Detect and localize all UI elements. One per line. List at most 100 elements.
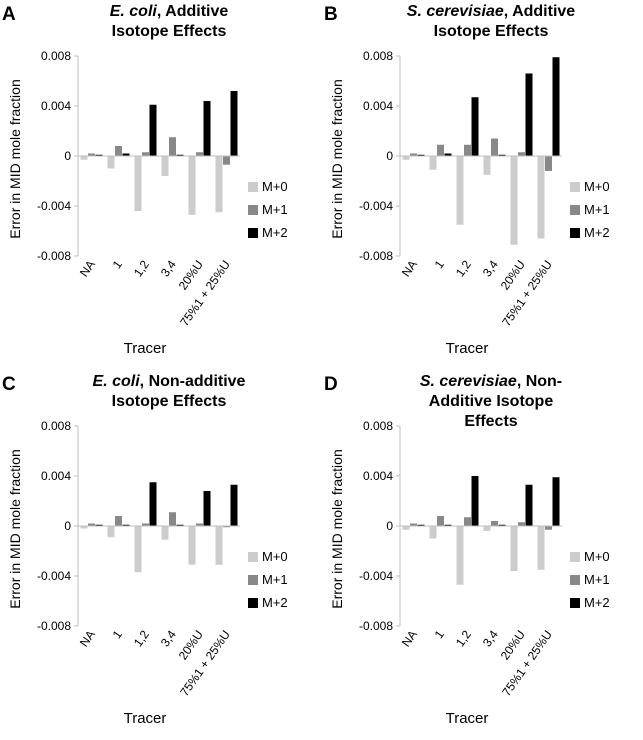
x-tick-label: 1: [110, 257, 125, 271]
title-rest: , Additive Isotope Effects: [433, 3, 576, 40]
title-species: E. coli: [92, 373, 140, 390]
x-tick-label: 1,2: [453, 627, 474, 649]
chart-title: S. cerevisiae, Non-Additive Isotope Effe…: [406, 372, 576, 432]
legend-label-m0: M+0: [262, 549, 288, 564]
bar-m1-1: [115, 516, 122, 526]
bar-m0-2: [134, 526, 142, 573]
bar-m2-2: [471, 476, 479, 526]
x-tick-label: 3,4: [158, 257, 179, 279]
bar-m2-2: [471, 97, 479, 156]
x-tick-label: 1: [110, 627, 125, 641]
bar-m1-5: [223, 156, 230, 165]
legend-swatch-m1: [570, 575, 580, 585]
x-axis-label: Tracer: [123, 340, 167, 357]
chart-title: S. cerevisiae, Additive Isotope Effects: [406, 2, 576, 42]
y-tick-label: -0.008: [37, 619, 71, 633]
bar-m2-3: [176, 154, 184, 156]
bar-m0-2: [456, 156, 464, 225]
bar-m0-5: [537, 156, 545, 239]
bar-m1-0: [410, 523, 417, 526]
title-species: S. cerevisiae: [406, 3, 504, 20]
panel-c: C E. coli, Non-additive Isotope Effects …: [0, 370, 321, 740]
bar-m1-1: [437, 516, 444, 526]
bar-m0-4: [188, 156, 196, 215]
bar-m1-3: [491, 138, 498, 156]
panel-b: B S. cerevisiae, Additive Isotope Effect…: [322, 0, 643, 370]
bar-m0-0: [80, 526, 88, 529]
bar-m2-0: [95, 524, 103, 526]
bar-m0-0: [402, 526, 410, 530]
bar-m0-3: [483, 526, 491, 531]
legend-swatch-m2: [570, 598, 580, 608]
x-tick-label: 1: [432, 627, 447, 641]
panel-letter: B: [324, 4, 338, 25]
bar-m1-3: [169, 512, 176, 526]
panel-a: A E. coli, Additive Isotope Effects Erro…: [0, 0, 321, 370]
x-tick-label: 1,2: [131, 257, 152, 279]
legend-swatch-m2: [248, 598, 258, 608]
y-tick-label: 0.004: [41, 469, 71, 483]
panel-letter: A: [2, 4, 16, 25]
x-tick-label: 3,4: [158, 627, 179, 649]
bar-m2-3: [498, 524, 506, 526]
y-tick-label: -0.004: [359, 199, 393, 213]
title-rest: , Non-additive Isotope Effects: [111, 373, 246, 410]
bar-m1-2: [142, 152, 149, 156]
y-tick-label: 0.008: [41, 49, 71, 63]
y-tick-label: -0.004: [37, 569, 71, 583]
y-tick-label: -0.008: [359, 619, 393, 633]
bar-m1-4: [518, 152, 525, 156]
bar-m2-5: [552, 57, 560, 156]
bar-m0-1: [429, 156, 437, 170]
bar-m0-5: [215, 526, 223, 565]
legend-swatch-m2: [570, 228, 580, 238]
bar-m0-4: [510, 156, 518, 245]
panel-d: D S. cerevisiae, Non-Additive Isotope Ef…: [322, 370, 643, 740]
bar-m0-2: [134, 156, 142, 211]
x-tick-label: NA: [399, 258, 420, 280]
bar-m0-4: [510, 526, 518, 571]
legend-label-m0: M+0: [584, 179, 610, 194]
bar-m2-1: [122, 153, 130, 156]
legend-label-m2: M+2: [584, 595, 610, 610]
title-species: S. cerevisiae: [419, 373, 517, 390]
legend-label-m1: M+1: [584, 572, 610, 587]
bar-m1-5: [223, 526, 230, 528]
bar-m1-2: [464, 144, 471, 156]
y-tick-label: 0.004: [41, 99, 71, 113]
bar-m0-3: [483, 156, 491, 175]
title-species: E. coli: [109, 3, 157, 20]
bar-m0-1: [429, 526, 437, 539]
legend-label-m2: M+2: [262, 225, 288, 240]
bar-m2-0: [417, 524, 425, 526]
x-axis-label: Tracer: [123, 710, 167, 727]
bar-m2-1: [444, 153, 452, 156]
x-tick-label: NA: [77, 628, 98, 650]
bar-m0-5: [215, 156, 223, 213]
bar-m1-5: [545, 526, 552, 530]
bar-m0-1: [107, 526, 115, 538]
bar-m1-5: [545, 156, 552, 171]
bar-m0-3: [161, 526, 169, 540]
title-rest: , Non-Additive Isotope Effects: [428, 373, 563, 430]
legend-label-m1: M+1: [262, 572, 288, 587]
bar-m2-0: [95, 154, 103, 156]
panel-letter: C: [2, 374, 16, 395]
bar-m0-4: [188, 526, 196, 565]
bar-m2-3: [498, 154, 506, 156]
legend-swatch-m1: [248, 205, 258, 215]
legend-swatch-m0: [248, 182, 258, 192]
legend-swatch-m1: [248, 575, 258, 585]
y-tick-label: -0.008: [37, 249, 71, 263]
bar-m0-3: [161, 156, 169, 176]
bar-m2-4: [203, 491, 211, 526]
bar-m0-1: [107, 156, 115, 169]
bar-m2-4: [525, 484, 533, 526]
legend-label-m2: M+2: [584, 225, 610, 240]
x-tick-label: NA: [399, 628, 420, 650]
bar-m0-0: [80, 156, 88, 160]
panel-letter: D: [324, 374, 338, 395]
